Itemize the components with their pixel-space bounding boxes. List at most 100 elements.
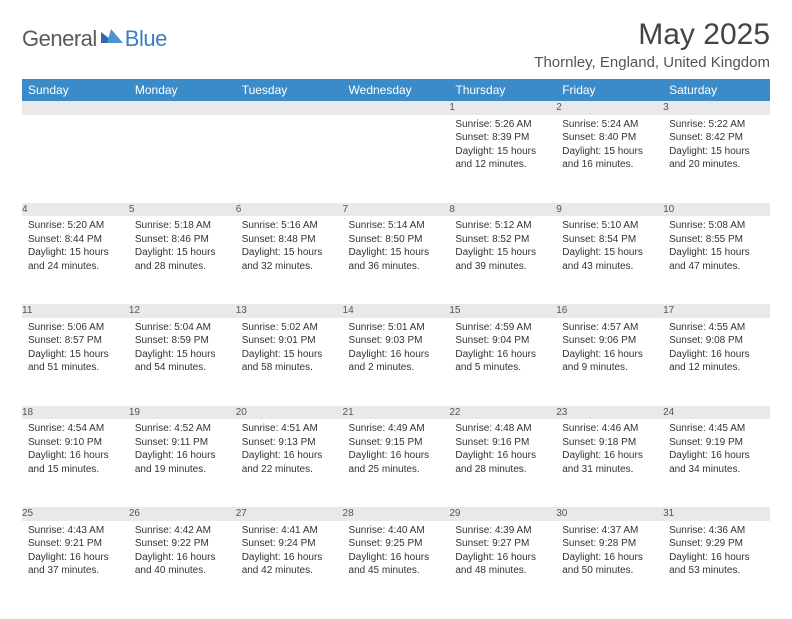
day-cell: Sunrise: 4:42 AMSunset: 9:22 PMDaylight:… — [129, 521, 236, 609]
day-daylight2: and 54 minutes. — [135, 361, 230, 375]
week-row: Sunrise: 4:54 AMSunset: 9:10 PMDaylight:… — [22, 419, 770, 507]
day-sunset: Sunset: 9:08 PM — [669, 334, 764, 348]
day-sunrise: Sunrise: 4:55 AM — [669, 321, 764, 335]
day-content: Sunrise: 5:24 AMSunset: 8:40 PMDaylight:… — [556, 115, 663, 176]
day-number: 22 — [449, 406, 556, 420]
day-sunrise: Sunrise: 4:51 AM — [242, 422, 337, 436]
day-cell: Sunrise: 4:51 AMSunset: 9:13 PMDaylight:… — [236, 419, 343, 507]
day-daylight1: Daylight: 16 hours — [28, 449, 123, 463]
day-number: 26 — [129, 507, 236, 521]
day-sunrise: Sunrise: 4:41 AM — [242, 524, 337, 538]
week-number-row: 123 — [22, 101, 770, 115]
week-number-row: 25262728293031 — [22, 507, 770, 521]
empty-day-cell — [129, 115, 236, 203]
day-cell: Sunrise: 4:45 AMSunset: 9:19 PMDaylight:… — [663, 419, 770, 507]
day-cell: Sunrise: 4:41 AMSunset: 9:24 PMDaylight:… — [236, 521, 343, 609]
page-header: General Blue May 2025 Thornley, England,… — [22, 18, 770, 71]
day-cell: Sunrise: 5:02 AMSunset: 9:01 PMDaylight:… — [236, 318, 343, 406]
day-daylight1: Daylight: 16 hours — [242, 449, 337, 463]
day-sunset: Sunset: 9:27 PM — [455, 537, 550, 551]
day-daylight2: and 58 minutes. — [242, 361, 337, 375]
day-number: 2 — [556, 101, 663, 115]
day-number: 11 — [22, 304, 129, 318]
day-daylight1: Daylight: 16 hours — [242, 551, 337, 565]
day-sunset: Sunset: 8:48 PM — [242, 233, 337, 247]
day-daylight2: and 31 minutes. — [562, 463, 657, 477]
day-daylight1: Daylight: 15 hours — [242, 348, 337, 362]
day-content: Sunrise: 4:55 AMSunset: 9:08 PMDaylight:… — [663, 318, 770, 379]
empty-day-cell — [343, 115, 450, 203]
day-cell: Sunrise: 5:04 AMSunset: 8:59 PMDaylight:… — [129, 318, 236, 406]
day-number: 24 — [663, 406, 770, 420]
day-sunset: Sunset: 8:40 PM — [562, 131, 657, 145]
day-daylight1: Daylight: 16 hours — [669, 449, 764, 463]
day-sunset: Sunset: 9:18 PM — [562, 436, 657, 450]
day-daylight1: Daylight: 16 hours — [28, 551, 123, 565]
day-number: 20 — [236, 406, 343, 420]
day-content: Sunrise: 4:37 AMSunset: 9:28 PMDaylight:… — [556, 521, 663, 582]
day-sunrise: Sunrise: 5:02 AM — [242, 321, 337, 335]
day-sunset: Sunset: 8:42 PM — [669, 131, 764, 145]
week-row: Sunrise: 4:43 AMSunset: 9:21 PMDaylight:… — [22, 521, 770, 609]
day-daylight2: and 45 minutes. — [349, 564, 444, 578]
day-number: 6 — [236, 203, 343, 217]
day-daylight1: Daylight: 15 hours — [669, 145, 764, 159]
day-content: Sunrise: 5:10 AMSunset: 8:54 PMDaylight:… — [556, 216, 663, 277]
week-number-row: 45678910 — [22, 203, 770, 217]
day-cell: Sunrise: 5:01 AMSunset: 9:03 PMDaylight:… — [343, 318, 450, 406]
day-sunset: Sunset: 9:22 PM — [135, 537, 230, 551]
day-content: Sunrise: 4:42 AMSunset: 9:22 PMDaylight:… — [129, 521, 236, 582]
day-content: Sunrise: 5:02 AMSunset: 9:01 PMDaylight:… — [236, 318, 343, 379]
day-sunrise: Sunrise: 4:54 AM — [28, 422, 123, 436]
day-number: 8 — [449, 203, 556, 217]
day-daylight2: and 2 minutes. — [349, 361, 444, 375]
day-sunset: Sunset: 9:21 PM — [28, 537, 123, 551]
day-sunrise: Sunrise: 5:16 AM — [242, 219, 337, 233]
day-daylight1: Daylight: 16 hours — [349, 551, 444, 565]
day-number: 21 — [343, 406, 450, 420]
day-sunset: Sunset: 9:19 PM — [669, 436, 764, 450]
day-content: Sunrise: 4:59 AMSunset: 9:04 PMDaylight:… — [449, 318, 556, 379]
day-sunrise: Sunrise: 5:04 AM — [135, 321, 230, 335]
day-content: Sunrise: 4:54 AMSunset: 9:10 PMDaylight:… — [22, 419, 129, 480]
day-content: Sunrise: 5:06 AMSunset: 8:57 PMDaylight:… — [22, 318, 129, 379]
day-daylight2: and 5 minutes. — [455, 361, 550, 375]
day-sunset: Sunset: 8:57 PM — [28, 334, 123, 348]
day-content: Sunrise: 4:45 AMSunset: 9:19 PMDaylight:… — [663, 419, 770, 480]
day-header: Monday — [129, 79, 236, 101]
day-sunset: Sunset: 9:01 PM — [242, 334, 337, 348]
day-number: 31 — [663, 507, 770, 521]
day-sunset: Sunset: 9:29 PM — [669, 537, 764, 551]
day-sunset: Sunset: 8:54 PM — [562, 233, 657, 247]
day-number: 30 — [556, 507, 663, 521]
day-cell: Sunrise: 5:10 AMSunset: 8:54 PMDaylight:… — [556, 216, 663, 304]
day-content: Sunrise: 5:01 AMSunset: 9:03 PMDaylight:… — [343, 318, 450, 379]
day-number: 15 — [449, 304, 556, 318]
day-cell: Sunrise: 5:12 AMSunset: 8:52 PMDaylight:… — [449, 216, 556, 304]
day-daylight1: Daylight: 15 hours — [28, 348, 123, 362]
day-daylight1: Daylight: 15 hours — [242, 246, 337, 260]
day-daylight1: Daylight: 15 hours — [669, 246, 764, 260]
day-content: Sunrise: 4:51 AMSunset: 9:13 PMDaylight:… — [236, 419, 343, 480]
day-sunset: Sunset: 9:11 PM — [135, 436, 230, 450]
day-content: Sunrise: 5:26 AMSunset: 8:39 PMDaylight:… — [449, 115, 556, 176]
day-sunset: Sunset: 8:55 PM — [669, 233, 764, 247]
day-cell: Sunrise: 4:43 AMSunset: 9:21 PMDaylight:… — [22, 521, 129, 609]
calendar-page: General Blue May 2025 Thornley, England,… — [0, 0, 792, 619]
day-sunrise: Sunrise: 5:24 AM — [562, 118, 657, 132]
day-content: Sunrise: 5:22 AMSunset: 8:42 PMDaylight:… — [663, 115, 770, 176]
day-sunset: Sunset: 9:16 PM — [455, 436, 550, 450]
day-daylight2: and 15 minutes. — [28, 463, 123, 477]
day-number: 13 — [236, 304, 343, 318]
day-content: Sunrise: 4:36 AMSunset: 9:29 PMDaylight:… — [663, 521, 770, 582]
day-sunset: Sunset: 9:15 PM — [349, 436, 444, 450]
empty-day-cell — [22, 115, 129, 203]
day-header: Wednesday — [343, 79, 450, 101]
day-content: Sunrise: 4:52 AMSunset: 9:11 PMDaylight:… — [129, 419, 236, 480]
day-sunrise: Sunrise: 4:52 AM — [135, 422, 230, 436]
day-sunrise: Sunrise: 5:18 AM — [135, 219, 230, 233]
day-sunrise: Sunrise: 4:39 AM — [455, 524, 550, 538]
day-cell: Sunrise: 5:20 AMSunset: 8:44 PMDaylight:… — [22, 216, 129, 304]
month-title: May 2025 — [534, 18, 770, 52]
empty-day-number — [22, 101, 129, 115]
